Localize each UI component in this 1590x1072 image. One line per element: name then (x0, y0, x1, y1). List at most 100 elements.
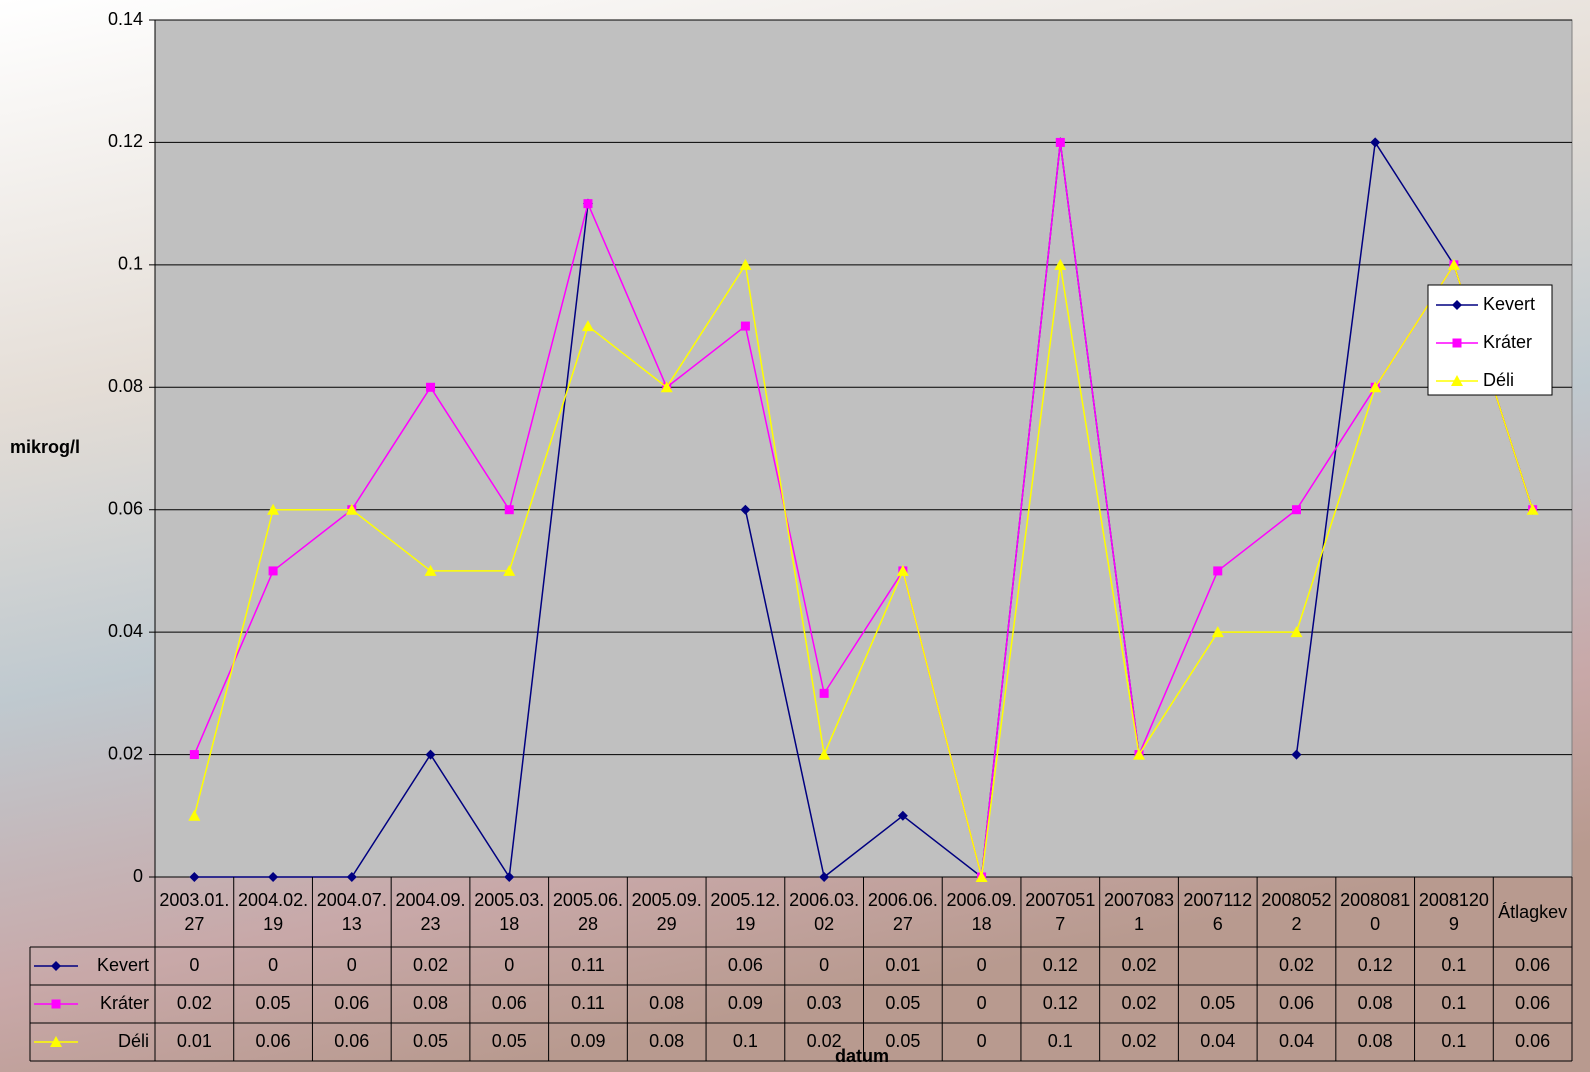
x-tick-label-box: 20070831 (1103, 890, 1175, 934)
table-value: 0.02 (177, 993, 212, 1013)
x-tick-label: 2006.06.27 (867, 890, 938, 934)
x-tick-label-box: Átlagkev (1498, 902, 1568, 922)
table-value: 0.06 (334, 993, 369, 1013)
y-tick-label: 0.04 (108, 621, 143, 641)
table-value: 0.01 (177, 1031, 212, 1051)
point (189, 750, 199, 760)
table-value: 0.1 (1441, 955, 1466, 975)
legend (1427, 284, 1553, 396)
series-line (193, 142, 1534, 878)
point (1211, 626, 1224, 638)
x-tick-label: 20080810 (1340, 890, 1411, 934)
x-tick-label-box: 2005.12.19 (710, 890, 780, 934)
table-value: 0.06 (1515, 993, 1550, 1013)
table-value: 0.08 (413, 993, 448, 1013)
legend-key-marker (51, 961, 61, 971)
y-tick-label: 0.14 (108, 9, 143, 29)
table-value: 0.06 (334, 1031, 369, 1051)
x-tick-label: 20070831 (1103, 890, 1175, 934)
x-tick-label: 20070517 (1025, 890, 1096, 934)
table-value: 0.06 (1515, 955, 1550, 975)
x-tick-label-box: 2004.02.19 (238, 890, 308, 934)
point (819, 688, 829, 698)
table-series-name: Kevert (97, 955, 149, 975)
point (818, 748, 831, 760)
x-tick-label: 2005.03.18 (474, 890, 545, 934)
point (1291, 749, 1302, 760)
table-value: 0.12 (1043, 993, 1078, 1013)
legend-label: Kráter (1483, 332, 1532, 352)
table-value: 0.05 (413, 1031, 448, 1051)
x-tick-label: 2005.09.29 (631, 890, 702, 934)
table-value: 0.05 (885, 1031, 920, 1051)
legend-key-marker (1451, 375, 1463, 386)
point (1290, 626, 1303, 638)
table-value: 0.08 (649, 993, 684, 1013)
table-value: 0.09 (570, 1031, 605, 1051)
table-value: 0.02 (1279, 955, 1314, 975)
point (268, 566, 278, 576)
table-value: 0.05 (256, 993, 291, 1013)
x-tick-label-box: 2005.06.28 (552, 890, 623, 934)
point (1133, 748, 1146, 760)
table-value: 0.04 (1200, 1031, 1235, 1051)
x-tick-label-box: 2003.01.27 (159, 890, 230, 934)
point (581, 320, 594, 332)
table-value: 0.1 (1048, 1031, 1073, 1051)
table-series-name: Kráter (100, 993, 149, 1013)
table-value: 0.02 (1122, 955, 1157, 975)
point (739, 258, 752, 270)
table-value: 0.05 (492, 1031, 527, 1051)
x-tick-label: 20071126 (1183, 890, 1253, 934)
table-value: 0.02 (1122, 1031, 1157, 1051)
table-value: 0.08 (649, 1031, 684, 1051)
x-tick-label: 2003.01.27 (159, 890, 230, 934)
point (503, 564, 516, 576)
table-value: 0 (189, 955, 199, 975)
point (740, 321, 750, 331)
legend-label: Déli (1483, 370, 1514, 390)
table-value: 0 (977, 1031, 987, 1051)
x-tick-label-box: 2006.03.02 (789, 890, 859, 934)
legend-key-marker (51, 999, 61, 1009)
table-value: 0.09 (728, 993, 763, 1013)
point (425, 749, 436, 760)
point (1213, 566, 1223, 576)
y-axis-label: mikrog/l (10, 437, 80, 457)
x-tick-label: 20080522 (1261, 890, 1332, 934)
point (1369, 381, 1382, 393)
point (345, 503, 358, 515)
y-tick-label: 0.08 (108, 376, 143, 396)
x-tick-label-box: 20071126 (1183, 890, 1253, 934)
legend-key-marker (1452, 338, 1462, 348)
point (426, 382, 436, 392)
table-value: 0 (504, 955, 514, 975)
point (819, 872, 830, 882)
table-value: 0.04 (1279, 1031, 1314, 1051)
table-value: 0.12 (1358, 955, 1393, 975)
x-tick-label: 2006.09.18 (946, 890, 1017, 934)
legend-key-marker (1452, 300, 1462, 310)
point (1054, 258, 1067, 270)
point (1447, 258, 1460, 270)
x-tick-label: Átlagkev (1498, 902, 1568, 922)
table-value: 0.1 (1441, 993, 1466, 1013)
table-value: 0 (977, 993, 987, 1013)
y-tick-label: 0.12 (108, 131, 143, 151)
point (1291, 505, 1301, 515)
point (188, 809, 201, 821)
table-value: 0 (347, 955, 357, 975)
table-value: 0 (268, 955, 278, 975)
table-value: 0.01 (885, 955, 920, 975)
point (189, 872, 200, 882)
point (1370, 137, 1381, 148)
x-tick-label-box: 2005.09.29 (631, 890, 702, 934)
table-value: 0.02 (1122, 993, 1157, 1013)
table-value: 0.05 (885, 993, 920, 1013)
point (424, 564, 437, 576)
x-tick-label: 2004.09.23 (395, 890, 466, 934)
y-tick-label: 0.1 (118, 254, 143, 274)
x-tick-label: 2005.06.28 (552, 890, 623, 934)
point (740, 504, 751, 515)
